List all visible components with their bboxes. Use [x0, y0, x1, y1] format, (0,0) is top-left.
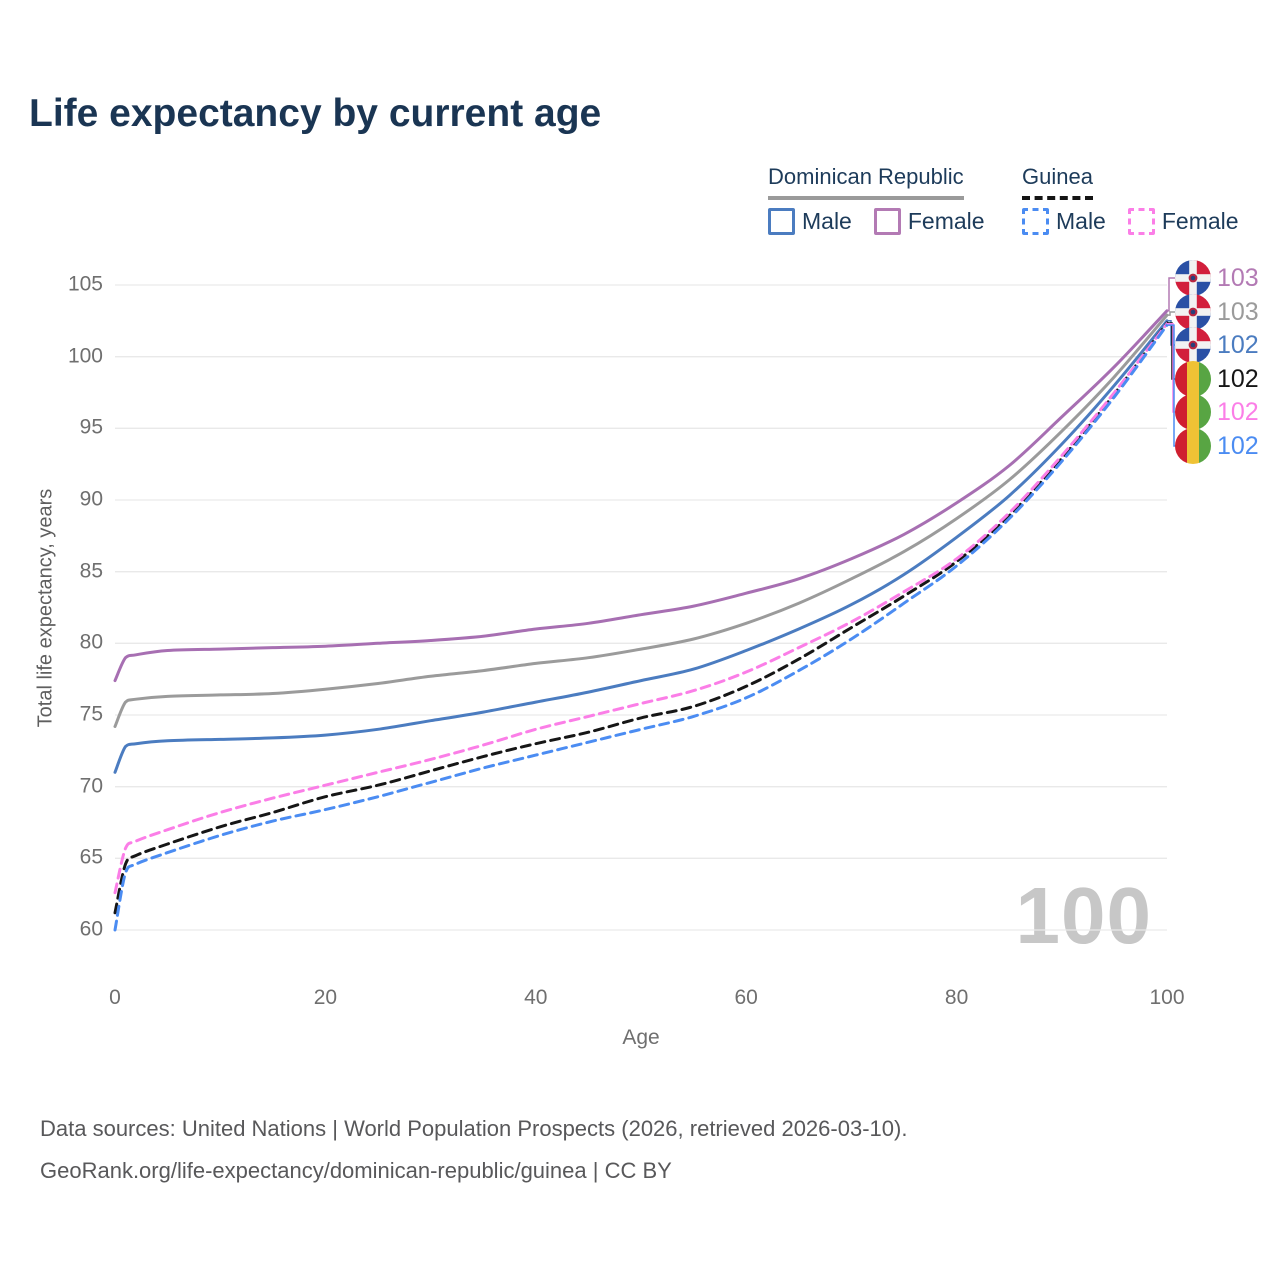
dr-female-swatch-icon [873, 208, 901, 235]
annotation-dominican-republic-male: 102 [1175, 327, 1259, 363]
legend-item-dr-male[interactable]: Male [768, 208, 852, 235]
y-tick-105: 105 [67, 272, 103, 296]
gn-male-swatch-icon [1022, 208, 1049, 235]
series-line-guinea-both-sexes[interactable] [113, 321, 1169, 915]
age-counter-watermark: 100 [1015, 871, 1152, 960]
legend-label: Male [1056, 208, 1106, 234]
end-value-label: 102 [1217, 432, 1259, 460]
leader-line-5 [1167, 324, 1175, 447]
chart-footer: Data sources: United Nations | World Pop… [40, 1108, 907, 1192]
legend-group-dominican-republic: Dominican Republic Male Female [768, 164, 985, 235]
annotation-dominican-republic-both-sexes: 103 [1175, 294, 1259, 330]
y-tick-85: 85 [79, 559, 103, 583]
x-tick-60: 60 [734, 986, 758, 1009]
legend-item-dr-female[interactable]: Female [873, 208, 985, 235]
y-tick-100: 100 [67, 344, 103, 368]
guinea-flag-icon [1175, 428, 1211, 464]
legend-country-dominican-republic[interactable]: Dominican Republic [768, 164, 964, 200]
annotation-guinea-female: 102 [1175, 394, 1259, 430]
series-line-guinea-male[interactable] [113, 323, 1169, 932]
y-tick-60: 60 [79, 917, 103, 941]
guinea-flag-icon [1175, 394, 1211, 430]
x-axis-title: Age [622, 1026, 660, 1049]
y-tick-65: 65 [79, 845, 103, 869]
end-value-label: 103 [1217, 264, 1259, 292]
legend-group-guinea: Guinea Male Female [1022, 164, 1239, 235]
annotation-guinea-both-sexes: 102 [1175, 361, 1259, 397]
legend-country-guinea[interactable]: Guinea [1022, 164, 1093, 200]
source-url-line[interactable]: GeoRank.org/life-expectancy/dominican-re… [40, 1158, 672, 1183]
series-line-dominican-republic-male[interactable] [113, 319, 1169, 774]
gn-female-swatch-icon [1127, 208, 1155, 235]
leader-line-0 [1167, 277, 1175, 312]
end-value-label: 102 [1217, 365, 1259, 393]
end-value-label: 102 [1217, 398, 1259, 426]
y-tick-95: 95 [79, 415, 103, 439]
x-tick-100: 100 [1149, 986, 1185, 1009]
legend-label: Female [907, 208, 985, 234]
legend-label: Male [802, 208, 852, 234]
dr-male-swatch-icon [768, 208, 795, 235]
x-tick-0: 0 [109, 986, 121, 1009]
leader-line-1 [1167, 311, 1175, 316]
annotation-guinea-male: 102 [1175, 428, 1259, 464]
y-axis-title: Total life expectancy, years [34, 488, 57, 728]
legend-item-gn-female[interactable]: Female [1127, 208, 1239, 235]
y-tick-80: 80 [79, 630, 103, 654]
page-title: Life expectancy by current age [29, 92, 602, 135]
series-line-dominican-republic-both-sexes[interactable] [113, 313, 1169, 728]
y-tick-90: 90 [79, 487, 103, 511]
annotation-dominican-republic-female: 103 [1175, 260, 1259, 296]
y-tick-75: 75 [79, 702, 103, 726]
end-value-label: 103 [1217, 298, 1259, 326]
legend-label: Female [1161, 208, 1239, 234]
x-tick-40: 40 [524, 986, 548, 1009]
series-line-dominican-republic-female[interactable] [113, 309, 1169, 683]
dominican-republic-flag-icon [1175, 294, 1211, 330]
y-tick-70: 70 [79, 774, 103, 798]
legend-item-gn-male[interactable]: Male [1022, 208, 1106, 235]
dominican-republic-flag-icon [1175, 260, 1211, 296]
guinea-flag-icon [1175, 361, 1211, 397]
series-line-guinea-female[interactable] [113, 322, 1169, 895]
x-tick-80: 80 [944, 986, 969, 1009]
end-value-label: 102 [1217, 331, 1259, 359]
data-sources-line: Data sources: United Nations | World Pop… [40, 1116, 908, 1141]
x-tick-20: 20 [313, 986, 338, 1009]
dominican-republic-flag-icon [1175, 327, 1211, 363]
